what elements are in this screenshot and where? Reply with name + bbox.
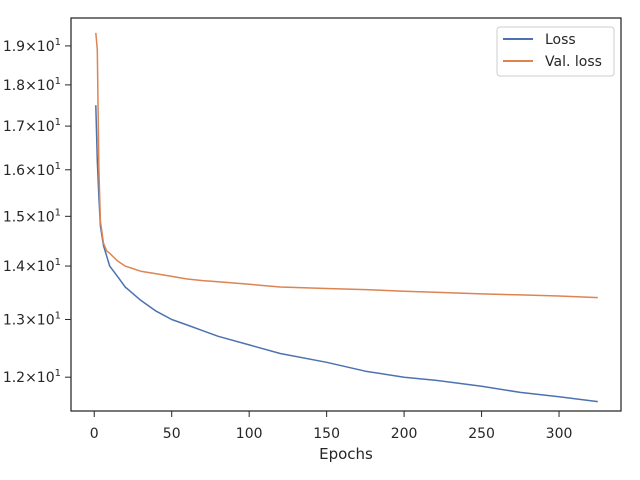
legend-label: Loss bbox=[545, 32, 576, 48]
plot-background bbox=[71, 18, 621, 411]
x-tick-label: 200 bbox=[391, 426, 418, 442]
x-tick-label: 300 bbox=[546, 426, 573, 442]
x-tick-label: 50 bbox=[163, 426, 181, 442]
y-tick-label: 1.9×101 bbox=[3, 37, 61, 55]
legend-label: Val. loss bbox=[545, 54, 602, 70]
series-line-loss bbox=[95, 105, 598, 403]
y-tick-label: 1.6×101 bbox=[3, 161, 61, 179]
legend: Loss Val. loss bbox=[496, 26, 615, 77]
y-tick-label: 1.4×101 bbox=[3, 257, 61, 275]
y-tick-label: 1.5×101 bbox=[3, 207, 61, 225]
y-tick-label: 1.2×101 bbox=[3, 368, 61, 386]
y-tick-label: 1.8×101 bbox=[3, 76, 61, 94]
series-line-val-loss bbox=[95, 32, 598, 299]
y-tick-label: 1.3×101 bbox=[3, 310, 61, 328]
x-axis-ticks: 0 50 100 150 200 250 300 bbox=[90, 411, 573, 442]
x-tick-label: 0 bbox=[90, 426, 99, 442]
x-tick-label: 250 bbox=[468, 426, 495, 442]
y-axis-ticks: 1.2×101 1.3×101 1.4×101 1.5×101 1.6×101 1.7×1… bbox=[3, 37, 71, 386]
x-tick-label: 100 bbox=[236, 426, 263, 442]
x-axis-label: Epochs bbox=[319, 445, 373, 463]
series-layer bbox=[95, 32, 598, 403]
plot-frame bbox=[70, 17, 622, 412]
y-tick-label: 1.7×101 bbox=[3, 117, 61, 135]
x-tick-label: 150 bbox=[313, 426, 340, 442]
